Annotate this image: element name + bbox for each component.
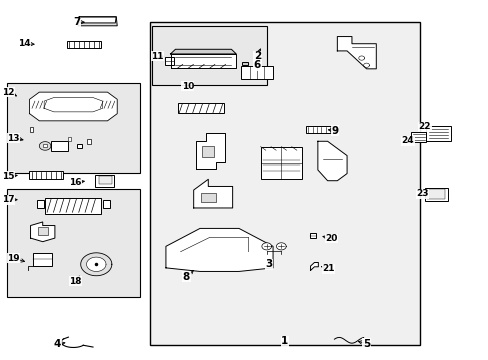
Bar xyxy=(38,227,47,234)
Text: 16: 16 xyxy=(69,178,81,187)
Polygon shape xyxy=(317,141,346,181)
Text: 8: 8 xyxy=(183,272,190,282)
Text: 2: 2 xyxy=(253,51,261,61)
Polygon shape xyxy=(262,243,271,250)
Text: 21: 21 xyxy=(322,265,334,274)
Text: 10: 10 xyxy=(181,82,194,91)
Bar xyxy=(67,41,101,48)
Bar xyxy=(30,127,33,132)
Polygon shape xyxy=(29,92,117,121)
Text: 13: 13 xyxy=(7,134,20,143)
Bar xyxy=(37,200,44,208)
Text: 22: 22 xyxy=(418,122,430,131)
Bar xyxy=(149,22,419,345)
Bar xyxy=(426,189,445,199)
Text: 6: 6 xyxy=(253,60,261,70)
Polygon shape xyxy=(196,134,225,169)
Bar xyxy=(242,62,247,65)
Bar xyxy=(241,66,272,79)
Text: 1: 1 xyxy=(281,336,288,346)
Text: 14: 14 xyxy=(19,39,31,48)
Polygon shape xyxy=(39,141,51,150)
Bar xyxy=(152,26,266,85)
Bar xyxy=(410,132,425,142)
Bar xyxy=(95,175,114,187)
Bar xyxy=(99,176,112,184)
Text: 20: 20 xyxy=(325,234,337,243)
Bar xyxy=(33,253,52,266)
Polygon shape xyxy=(170,54,236,68)
Bar xyxy=(309,233,316,238)
Bar xyxy=(102,200,110,208)
Polygon shape xyxy=(86,257,106,271)
Bar xyxy=(201,193,215,202)
Polygon shape xyxy=(337,37,376,69)
Bar xyxy=(426,126,450,140)
Polygon shape xyxy=(78,17,117,26)
Polygon shape xyxy=(30,222,55,242)
Text: 24: 24 xyxy=(401,136,413,145)
Text: 12: 12 xyxy=(2,87,15,96)
Bar xyxy=(305,126,334,134)
Bar xyxy=(45,198,101,214)
Bar xyxy=(43,144,47,147)
Text: 9: 9 xyxy=(331,126,338,135)
Text: 3: 3 xyxy=(265,259,272,269)
Bar xyxy=(68,137,71,140)
Polygon shape xyxy=(165,228,272,271)
Text: 17: 17 xyxy=(2,195,15,204)
Text: 5: 5 xyxy=(362,338,369,348)
Polygon shape xyxy=(81,253,112,276)
Bar xyxy=(178,103,224,113)
Bar xyxy=(77,144,81,148)
Polygon shape xyxy=(79,17,116,23)
Text: 18: 18 xyxy=(69,276,81,285)
Bar xyxy=(87,139,90,144)
Bar xyxy=(202,146,214,157)
Bar xyxy=(424,188,447,201)
Text: 11: 11 xyxy=(151,52,163,61)
Bar xyxy=(51,140,68,151)
Polygon shape xyxy=(170,49,236,54)
Text: 23: 23 xyxy=(415,189,428,198)
Polygon shape xyxy=(310,262,318,270)
Polygon shape xyxy=(193,179,232,208)
Bar xyxy=(7,83,140,173)
Text: 4: 4 xyxy=(54,339,61,349)
Bar xyxy=(260,147,302,179)
Bar xyxy=(7,189,140,297)
Text: 7: 7 xyxy=(73,17,81,27)
Polygon shape xyxy=(276,243,285,250)
Text: 15: 15 xyxy=(2,172,15,181)
Text: 19: 19 xyxy=(7,254,20,263)
Bar xyxy=(164,57,173,64)
Bar xyxy=(29,171,63,179)
